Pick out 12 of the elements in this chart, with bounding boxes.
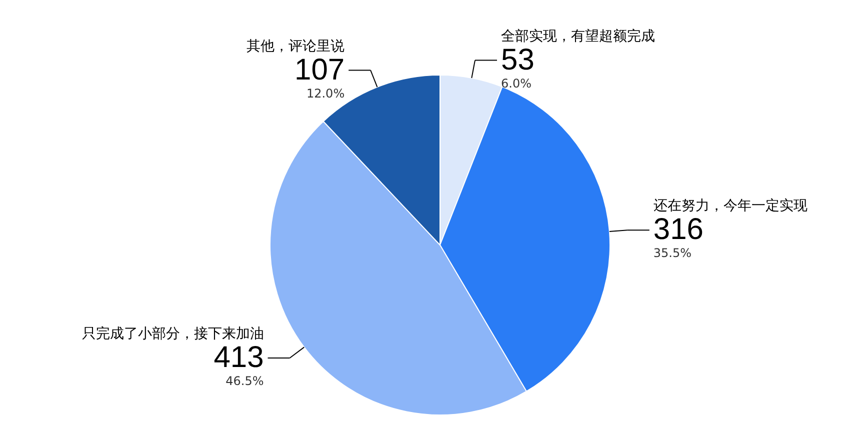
slice-label: 只完成了小部分，接下来加油 [82,326,264,342]
data-label: 53 [501,43,534,76]
text: 46.5% [226,374,264,388]
data-label: 107 [294,53,345,86]
text: 6.0% [501,76,532,90]
text: 12.0% [306,86,345,100]
slice-label: 全部实现，有望超额完成 [501,28,656,44]
text: 35.5% [653,246,692,260]
data-label: 316 [653,213,704,246]
slice-label: 还在努力，今年一定实现 [653,198,808,214]
slice-label: 其他，评论里说 [246,38,345,54]
data-label: 413 [214,341,264,374]
